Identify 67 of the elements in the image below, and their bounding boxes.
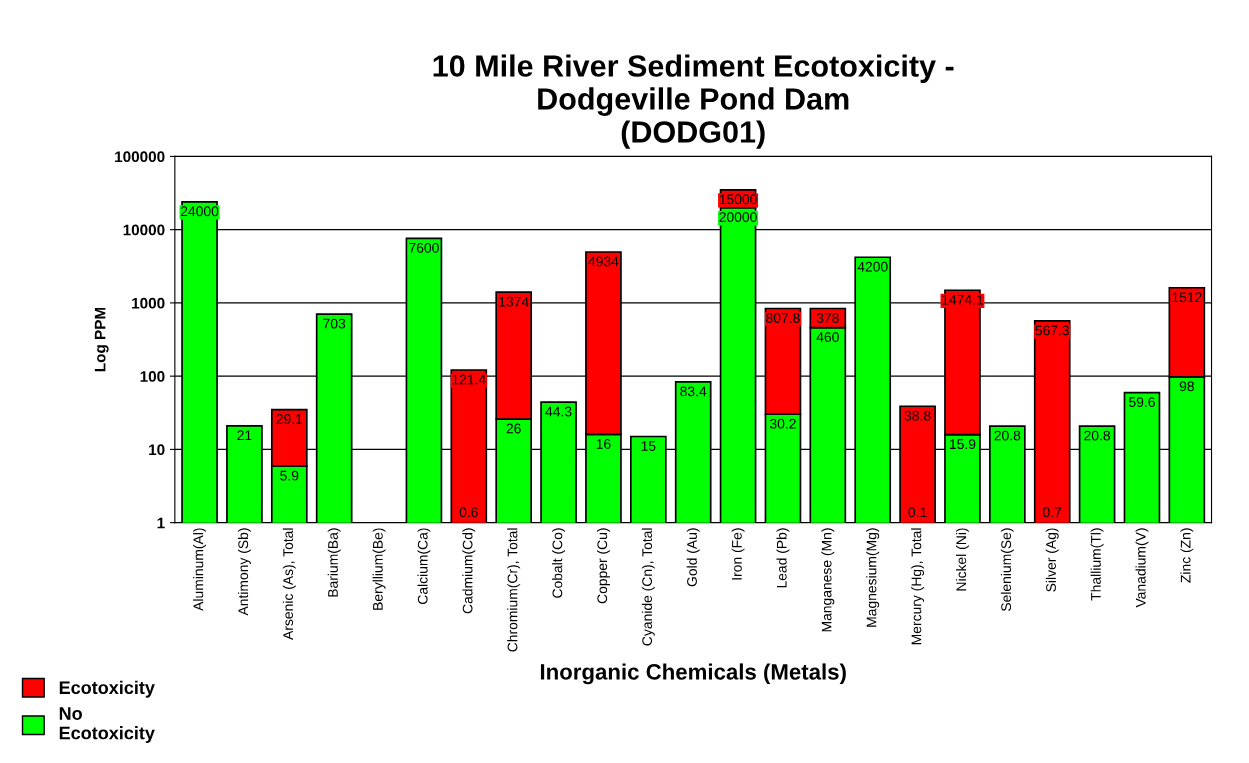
x-tick-label: Thallium(Tl) [1090,528,1104,601]
data-label: 44.3 [545,406,572,417]
data-label: 83.4 [680,386,707,397]
text: 0.7 [1043,507,1062,518]
x-axis-title: Inorganic Chemicals (Metals) [540,663,846,685]
x-tick-label: Gold (Au) [686,528,700,587]
data-label: 98 [1179,381,1194,392]
data-label: 29.1 [276,414,303,424]
x-tick-label: Mercury (Hg), Total [911,528,925,645]
data-label: 30.2 [769,418,796,429]
y-tick-label: 100 [140,371,165,382]
data-label: 20.8 [1084,430,1111,441]
x-tick-label: Magnesium(Mg) [866,528,880,627]
data-label: 20.8 [994,430,1021,441]
data-label: 1474.1 [942,294,984,305]
data-label: 703 [323,318,346,329]
legend-label: No Ecotoxicity [59,707,155,743]
data-label: 20000 [719,212,757,222]
data-label: 807.8 [766,313,800,323]
y-axis-title: Log PPM [94,307,109,372]
x-tick-label: Nickel (Ni) [955,528,969,591]
data-label: 16 [596,438,611,449]
x-tick-label: Calcium(Ca) [417,528,431,604]
x-tick-label: Barium(Ba) [327,528,341,597]
data-label: 4934 [588,256,619,267]
data-label: 1512 [1172,292,1202,303]
x-tick-label: Vanadium(V) [1135,528,1149,608]
x-tick-label: Selenium(Se) [1000,528,1014,612]
y-tick-label: 1000 [132,297,165,309]
y-tick-label: 100000 [115,151,165,163]
x-tick-label: Cadmium(Cd) [462,528,476,614]
data-label: 15000 [719,194,757,205]
legend-label: Ecotoxicity [59,680,155,698]
data-label: 4200 [857,261,888,272]
data-label: 5.9 [280,470,299,481]
data-label: 567.3 [1035,325,1069,336]
y-tick-label: 10000 [123,224,165,236]
data-label: 21 [237,430,252,441]
data-label: 460 [816,332,839,342]
x-tick-label: Cobalt (Co) [552,528,566,598]
data-label: 26 [506,423,521,434]
y-tick-label: 10 [149,444,165,456]
x-tick-label: Lead (Pb) [776,528,790,588]
x-tick-label: Arsenic (As), Total [282,528,296,640]
data-label: 7600 [409,242,439,253]
data-label: 15 [641,441,656,451]
data-label: 59.6 [1129,397,1155,407]
x-tick-label: Aluminum(Al) [193,528,207,611]
data-label: 1374 [499,296,529,307]
data-label: 121.4 [452,374,486,385]
x-tick-label: Antimony (Sb) [237,528,251,616]
x-tick-label: Manganese (Mn) [821,528,835,632]
data-label: 24000 [180,206,219,217]
data-label: 15.9 [950,439,976,450]
text: 0.6 [459,507,478,518]
x-tick-label: Iron (Fe) [731,528,745,580]
data-label: 38.8 [904,410,931,421]
y-tick-label: 1 [157,517,165,529]
chart-title: 10 Mile River Sediment Ecotoxicity - Dodgeville Pond Dam (DODG01) [433,54,954,149]
text: 0.1 [908,507,927,518]
x-tick-label: Beryllium(Be) [372,528,386,610]
data-label: 378 [816,313,839,323]
x-tick-label: Chromium(Cr), Total [507,528,521,652]
x-tick-label: Silver (Ag) [1045,528,1059,592]
x-tick-label: Copper (Cu) [596,528,610,604]
x-tick-label: Zinc (Zn) [1180,528,1194,583]
x-tick-label: Cyanide (Cn), Total [641,528,655,646]
